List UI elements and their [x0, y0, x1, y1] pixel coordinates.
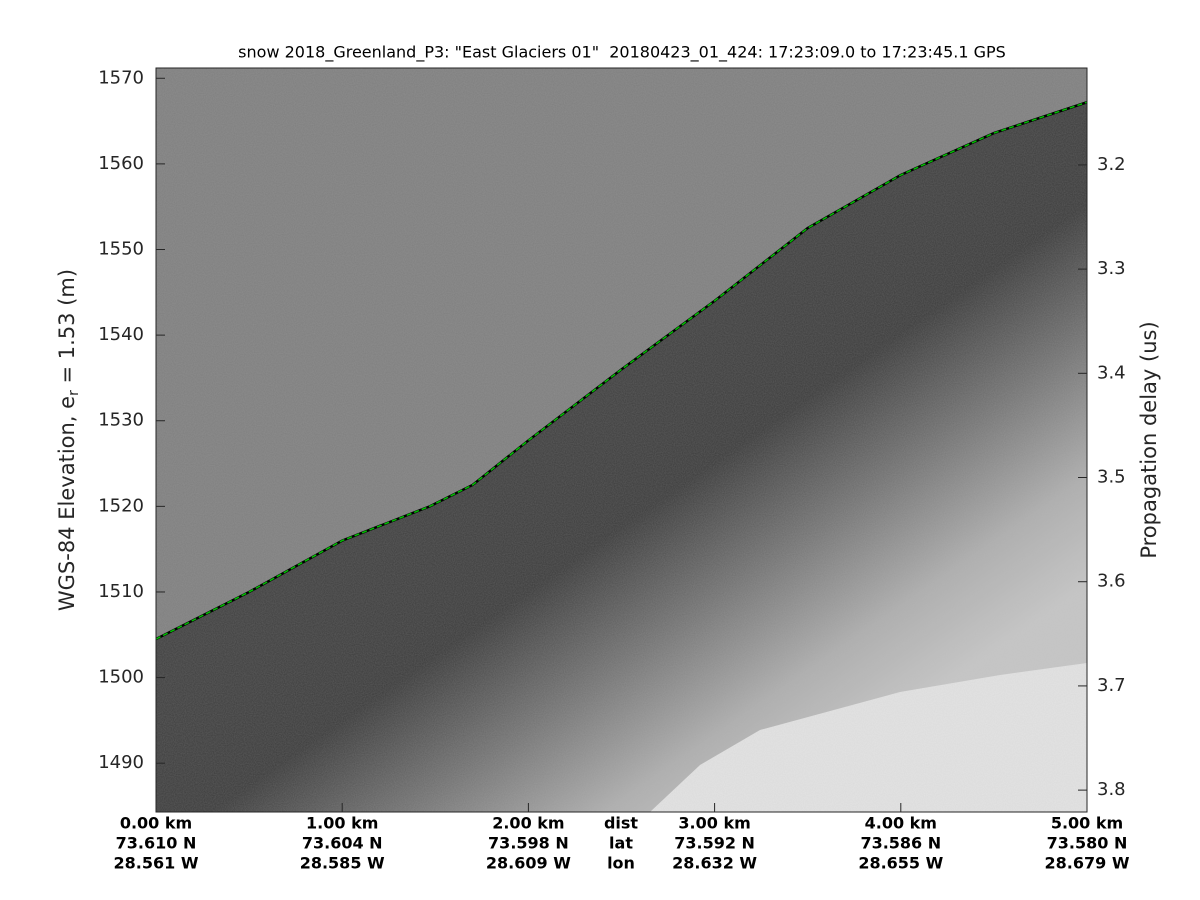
y-axis-label-subscript: r [66, 390, 82, 396]
chart-title: snow 2018_Greenland_P3: "East Glaciers 0… [238, 43, 1006, 63]
x-tick-lat: 73.604 N [302, 834, 383, 853]
x-row-name: lon [607, 854, 635, 873]
x-tick-lon: 28.655 W [858, 854, 943, 873]
x-tick-lon: 28.585 W [300, 854, 385, 873]
x-tick-lat: 73.586 N [860, 834, 941, 853]
y2-tick-label: 3.8 [1097, 779, 1126, 800]
y2-tick-label: 3.3 [1097, 258, 1126, 279]
y-tick-label: 1560 [98, 153, 144, 174]
x-tick-label: 3.00 km [678, 814, 750, 833]
y-tick-label: 1510 [98, 581, 144, 602]
x-tick-lat: 73.580 N [1047, 834, 1128, 853]
x-tick-label: 4.00 km [865, 814, 937, 833]
x-row-name: lat [609, 834, 633, 853]
y-tick-label: 1540 [98, 324, 144, 345]
y-tick-label: 1490 [98, 752, 144, 773]
y-axis-label-part: = 1.53 (m) [55, 269, 79, 390]
x-tick-lat: 73.592 N [674, 834, 755, 853]
y-tick-label: 1570 [98, 67, 144, 88]
y2-tick-label: 3.5 [1097, 467, 1126, 488]
noise [156, 68, 1087, 812]
surface-line [156, 101, 1087, 640]
echogram [156, 68, 1087, 812]
x-tick-label: 1.00 km [306, 814, 378, 833]
x-tick-lon: 28.609 W [486, 854, 571, 873]
x-tick-label: 5.00 km [1051, 814, 1123, 833]
y2-tick-label: 3.6 [1097, 571, 1126, 592]
x-tick-lat: 73.610 N [116, 834, 197, 853]
y2-tick-label: 3.7 [1097, 675, 1126, 696]
y-tick-label: 1520 [98, 495, 144, 516]
y-tick-label: 1550 [98, 239, 144, 260]
y-tick-label: 1530 [98, 410, 144, 431]
x-tick-label: 0.00 km [120, 814, 192, 833]
y2-tick-label: 3.2 [1097, 154, 1126, 175]
x-tick-lat: 73.598 N [488, 834, 569, 853]
y-axis-label-part: WGS-84 Elevation, e [55, 396, 79, 611]
y2-axis-label: Propagation delay (us) [1137, 321, 1161, 558]
y2-tick-label: 3.4 [1097, 362, 1126, 383]
x-row-name: dist [604, 814, 638, 833]
x-tick-lon: 28.561 W [114, 854, 199, 873]
y-axis-label: WGS-84 Elevation, er = 1.53 (m) [55, 269, 82, 611]
x-tick-label: 2.00 km [492, 814, 564, 833]
x-tick-lon: 28.679 W [1045, 854, 1130, 873]
x-tick-lon: 28.632 W [672, 854, 757, 873]
plot-frame [155, 67, 1088, 813]
y-tick-label: 1500 [98, 667, 144, 688]
